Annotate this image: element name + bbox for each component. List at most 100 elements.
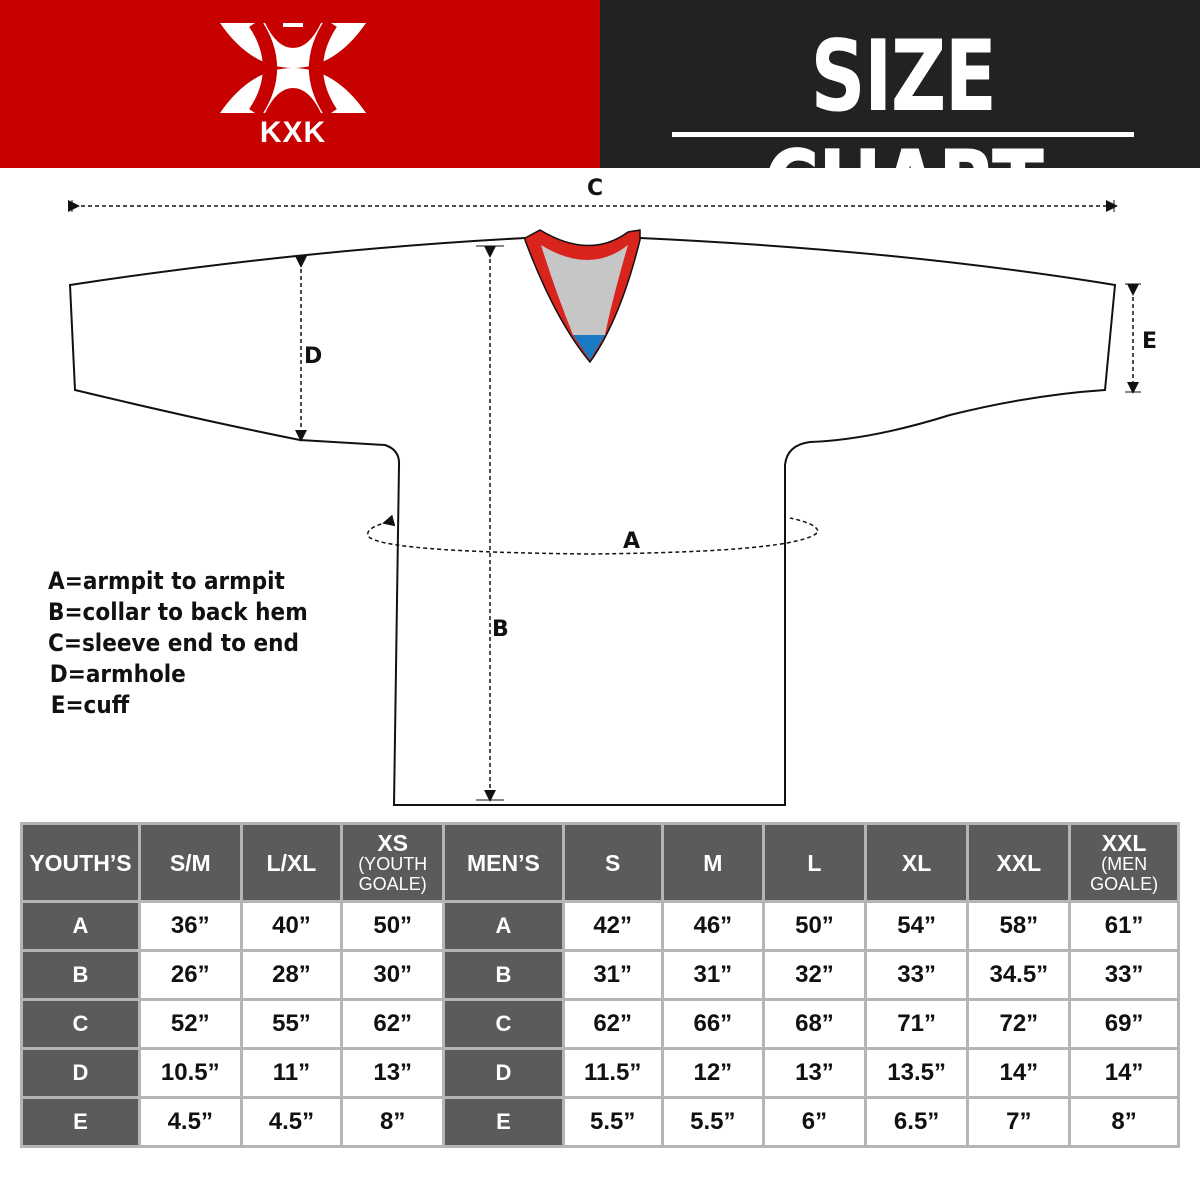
- kxk-logo-icon: [220, 19, 366, 114]
- men-size-cell: 5.5”: [561, 1096, 664, 1148]
- column-header-label: L: [807, 849, 822, 876]
- table-row: C 52” 55” 62” C 62” 66” 68” 71” 72” 69”: [20, 998, 1180, 1050]
- page-title: SIZE CHART: [763, 20, 1044, 244]
- men-row-label: B: [442, 949, 565, 1001]
- column-header: M: [660, 822, 766, 903]
- youth-row-label: C: [20, 998, 141, 1050]
- collar-tip: [573, 335, 605, 360]
- column-header-sublabel: (MEN GOALE): [1090, 853, 1159, 894]
- column-header: S/M: [137, 822, 243, 903]
- youth-row-label: A: [20, 900, 141, 952]
- men-row-label: E: [442, 1096, 565, 1148]
- youth-row-label: B: [20, 949, 141, 1001]
- column-header-label: M: [703, 849, 723, 876]
- measurement-legend: A=armpit to armpit B=collar to back hem …: [48, 566, 308, 721]
- youth-size-cell: 36”: [137, 900, 243, 952]
- youth-size-cell: 13”: [340, 1047, 446, 1099]
- men-row-label: A: [442, 900, 565, 952]
- men-size-cell: 31”: [561, 949, 664, 1001]
- youth-size-cell: 28”: [239, 949, 344, 1001]
- collar-inner: [541, 245, 628, 335]
- youth-size-cell: 4.5”: [239, 1096, 344, 1148]
- youth-row-label: D: [20, 1047, 141, 1099]
- men-size-cell: 46”: [660, 900, 766, 952]
- men-size-cell: 32”: [762, 949, 867, 1001]
- youth-size-cell: 26”: [137, 949, 243, 1001]
- men-size-cell: 71”: [863, 998, 970, 1050]
- column-header-label: XXL: [1101, 829, 1147, 856]
- column-header: XXL (MEN GOALE): [1068, 822, 1180, 903]
- men-size-cell: 68”: [762, 998, 867, 1050]
- column-header: YOUTH’S: [20, 822, 141, 903]
- men-size-cell: 50”: [762, 900, 867, 952]
- column-header-label: S/M: [169, 849, 211, 876]
- men-size-cell: 66”: [660, 998, 766, 1050]
- column-header: XS (YOUTH GOALE): [340, 822, 446, 903]
- legend-item-a: A=armpit to armpit: [48, 567, 285, 595]
- men-row-label: C: [442, 998, 565, 1050]
- table-header-row: YOUTH’S S/M L/XL XS (YOUTH GOALE) MEN’S S M L XL X…: [20, 822, 1180, 903]
- column-header-label: XXL: [996, 849, 1042, 876]
- men-size-cell: 61”: [1068, 900, 1180, 952]
- youth-size-cell: 62”: [340, 998, 446, 1050]
- column-header-label: XS: [377, 829, 409, 856]
- men-row-label: D: [442, 1047, 565, 1099]
- men-size-cell: 69”: [1068, 998, 1180, 1050]
- table-row: E 4.5” 4.5” 8” E 5.5” 5.5” 6” 6.5” 7” 8”: [20, 1096, 1180, 1148]
- column-header-label: MEN’S: [467, 849, 540, 876]
- size-table: YOUTH’S S/M L/XL XS (YOUTH GOALE) MEN’S S M L XL X…: [20, 822, 1180, 1148]
- men-size-cell: 8”: [1068, 1096, 1180, 1148]
- men-size-cell: 14”: [1068, 1047, 1180, 1099]
- youth-row-label: E: [20, 1096, 141, 1148]
- column-header: XL: [863, 822, 970, 903]
- dimension-label-b: B: [492, 617, 509, 642]
- legend-item-c: C=sleeve end to end: [48, 629, 299, 657]
- table-row: D 10.5” 11” 13” D 11.5” 12” 13” 13.5” 14” 14”: [20, 1047, 1180, 1099]
- column-header: S: [561, 822, 664, 903]
- youth-size-cell: 40”: [239, 900, 344, 952]
- youth-size-cell: 50”: [340, 900, 446, 952]
- youth-size-cell: 30”: [340, 949, 446, 1001]
- column-header: XXL: [966, 822, 1072, 903]
- legend-item-e: E=cuff: [50, 691, 130, 719]
- title-banner: [600, 0, 1200, 168]
- men-size-cell: 62”: [561, 998, 664, 1050]
- column-header-label: L/XL: [266, 849, 317, 876]
- column-header-label: S: [604, 849, 621, 876]
- youth-size-cell: 52”: [137, 998, 243, 1050]
- youth-size-cell: 8”: [340, 1096, 446, 1148]
- title-underline: [672, 132, 1134, 137]
- youth-size-cell: 4.5”: [137, 1096, 243, 1148]
- table-row: B 26” 28” 30” B 31” 31” 32” 33” 34.5” 33”: [20, 949, 1180, 1001]
- column-header: L/XL: [239, 822, 344, 903]
- men-size-cell: 13”: [762, 1047, 867, 1099]
- men-size-cell: 12”: [660, 1047, 766, 1099]
- column-header-sublabel: (YOUTH GOALE): [358, 853, 428, 894]
- youth-size-cell: 10.5”: [137, 1047, 243, 1099]
- men-size-cell: 33”: [1068, 949, 1180, 1001]
- dimension-label-e: E: [1142, 329, 1158, 354]
- men-size-cell: 58”: [966, 900, 1072, 952]
- men-size-cell: 72”: [966, 998, 1072, 1050]
- men-size-cell: 5.5”: [660, 1096, 766, 1148]
- column-header-label: YOUTH’S: [29, 849, 132, 876]
- dimension-label-c: C: [587, 176, 604, 201]
- logo-text: KXK: [259, 116, 327, 149]
- jersey-outline: [68, 237, 1117, 806]
- table-row: A 36” 40” 50” A 42” 46” 50” 54” 58” 61”: [20, 900, 1180, 952]
- men-size-cell: 6.5”: [863, 1096, 970, 1148]
- men-size-cell: 13.5”: [863, 1047, 970, 1099]
- dimension-label-a: A: [623, 529, 641, 554]
- men-size-cell: 14”: [966, 1047, 1072, 1099]
- youth-size-cell: 55”: [239, 998, 344, 1050]
- men-size-cell: 54”: [863, 900, 970, 952]
- men-size-cell: 7”: [966, 1096, 1072, 1148]
- men-size-cell: 11.5”: [561, 1047, 664, 1099]
- jersey-diagram: [68, 200, 1141, 806]
- men-size-cell: 33”: [863, 949, 970, 1001]
- men-size-cell: 42”: [561, 900, 664, 952]
- youth-size-cell: 11”: [239, 1047, 344, 1099]
- men-size-cell: 31”: [660, 949, 766, 1001]
- men-size-cell: 34.5”: [966, 949, 1072, 1001]
- men-size-cell: 6”: [762, 1096, 867, 1148]
